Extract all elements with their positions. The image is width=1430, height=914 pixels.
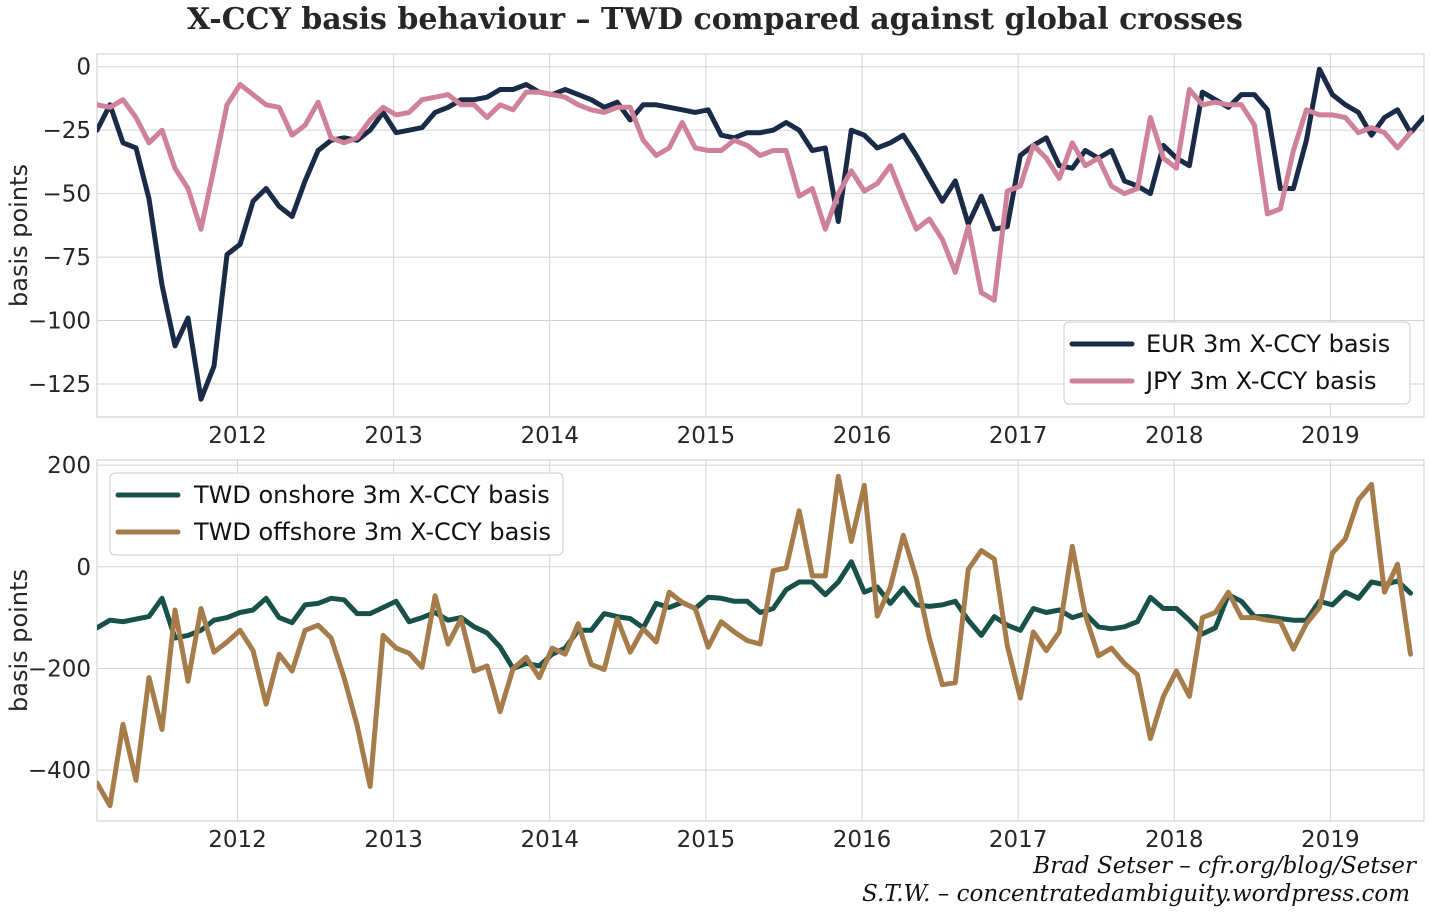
legend: TWD onshore 3m X-CCY basis TWD offshore 3… bbox=[109, 472, 564, 556]
y-tick-label: −125 bbox=[28, 372, 91, 398]
top-panel-eur-jpy: 2012 2013 2014 2015 2016 2017 2018 2019 0 −25 −50 −… bbox=[5, 53, 1425, 449]
x-tick-label: 2017 bbox=[989, 827, 1048, 853]
series-line-twd_off bbox=[97, 473, 1413, 809]
credit-line-2: S.T.W. – concentratedambiguity.wordpress… bbox=[862, 881, 1410, 907]
legend-box bbox=[109, 472, 564, 556]
series-line-twd_on bbox=[97, 559, 1413, 671]
y-tick-label: 0 bbox=[76, 55, 91, 81]
legend-entry: TWD onshore 3m X-CCY basis bbox=[193, 481, 550, 509]
x-tick-label: 2017 bbox=[989, 423, 1048, 449]
y-tick-label: −25 bbox=[42, 118, 91, 144]
x-tick-label: 2014 bbox=[520, 423, 579, 449]
y-tick-label: −75 bbox=[42, 245, 91, 271]
x-tick-label: 2016 bbox=[833, 827, 892, 853]
x-tick-label: 2012 bbox=[208, 423, 267, 449]
y-axis-label: basis points bbox=[5, 569, 33, 712]
y-tick-label: 0 bbox=[76, 555, 91, 581]
y-tick-label: −50 bbox=[42, 182, 91, 208]
x-tick-label: 2013 bbox=[364, 827, 423, 853]
x-tick-label: 2015 bbox=[677, 827, 736, 853]
x-tick-label: 2015 bbox=[677, 423, 736, 449]
x-tick-label: 2018 bbox=[1145, 423, 1204, 449]
credit-line-1: Brad Setser – cfr.org/blog/Setser bbox=[1033, 853, 1416, 879]
x-tick-label: 2014 bbox=[520, 827, 579, 853]
legend-box bbox=[1063, 321, 1411, 405]
y-tick-label: −400 bbox=[28, 758, 91, 784]
y-tick-label: −200 bbox=[28, 656, 91, 682]
bottom-panel-twd: 2012 2013 2014 2015 2016 2017 2018 2019 200 0 −200… bbox=[5, 453, 1425, 853]
x-tick-label: 2012 bbox=[208, 827, 267, 853]
x-tick-label: 2019 bbox=[1301, 827, 1360, 853]
x-tick-label: 2016 bbox=[833, 423, 892, 449]
x-tick-label: 2019 bbox=[1301, 423, 1360, 449]
series-line-eur bbox=[97, 66, 1424, 402]
legend-entry: JPY 3m X-CCY basis bbox=[1144, 367, 1377, 395]
legend: EUR 3m X-CCY basis JPY 3m X-CCY basis bbox=[1063, 321, 1411, 405]
legend-entry: EUR 3m X-CCY basis bbox=[1146, 330, 1390, 358]
x-tick-label: 2013 bbox=[364, 423, 423, 449]
x-tick-label: 2018 bbox=[1145, 827, 1204, 853]
legend-entry: TWD offshore 3m X-CCY basis bbox=[193, 518, 551, 546]
chart-title: X-CCY basis behaviour – TWD compared aga… bbox=[187, 2, 1243, 37]
y-tick-label: −100 bbox=[28, 309, 91, 335]
y-tick-label: 200 bbox=[47, 453, 91, 479]
series-line-jpy bbox=[97, 82, 1413, 303]
y-axis-label: basis points bbox=[5, 164, 33, 307]
